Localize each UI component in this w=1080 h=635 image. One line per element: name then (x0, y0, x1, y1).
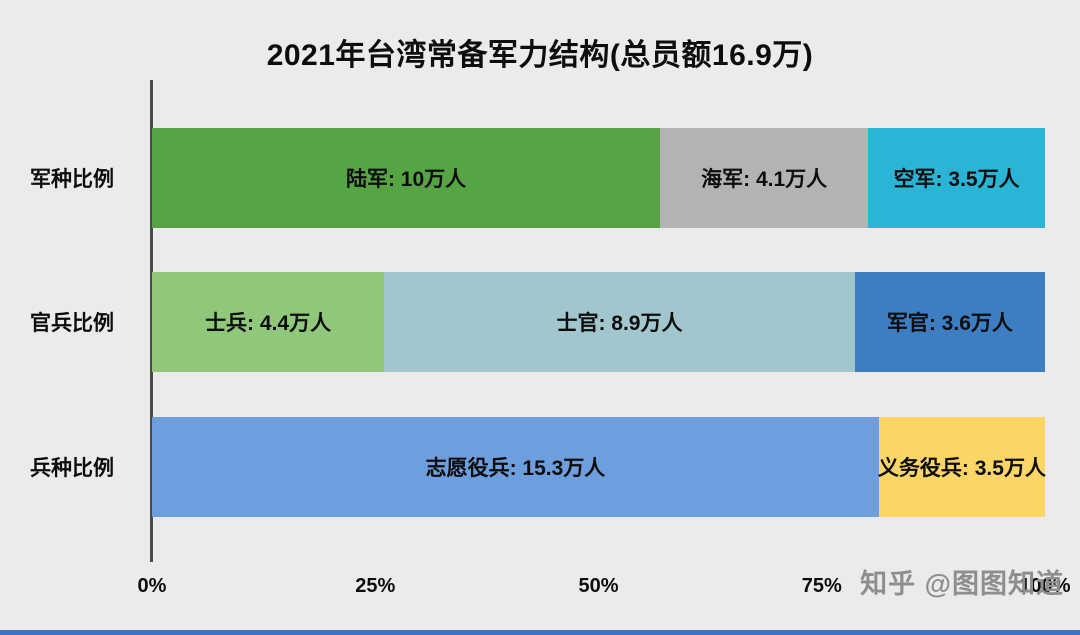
bar-row: 军种比例 陆军: 10万人 海军: 4.1万人 空军: 3.5万人 (30, 128, 1045, 228)
bar-segment: 海军: 4.1万人 (660, 128, 869, 228)
bar-segment: 军官: 3.6万人 (854, 272, 1045, 372)
category-label: 军种比例 (30, 168, 114, 191)
bar-row: 兵种比例 志愿役兵: 15.3万人 义务役兵: 3.5万人 (30, 417, 1046, 517)
segment-label: 士兵: 4.4万人 (205, 312, 332, 335)
bar-segment: 义务役兵: 3.5万人 (877, 417, 1046, 517)
segment-label: 空军: 3.5万人 (893, 168, 1020, 191)
bar-segment: 空军: 3.5万人 (868, 128, 1045, 228)
segment-label: 士官: 8.9万人 (556, 312, 683, 335)
x-tick-label: 75% (801, 575, 842, 597)
x-tick-label: 100% (1019, 575, 1071, 597)
x-tick-label: 25% (355, 575, 396, 597)
bar-segment: 士兵: 4.4万人 (152, 272, 385, 372)
plot-area: 军种比例 陆军: 10万人 海军: 4.1万人 空军: 3.5万人官兵比例 士兵: 4.… (30, 80, 1071, 597)
segment-label: 海军: 4.1万人 (701, 168, 828, 191)
category-label: 兵种比例 (30, 457, 114, 480)
category-label: 官兵比例 (30, 312, 114, 335)
bar-row: 官兵比例 士兵: 4.4万人 士官: 8.9万人 军官: 3.6万人 (30, 272, 1045, 372)
segment-label: 义务役兵: 3.5万人 (877, 457, 1046, 480)
segment-label: 军官: 3.6万人 (886, 312, 1013, 335)
chart-title: 2021年台湾常备军力结构(总员额16.9万) (266, 39, 814, 72)
bottom-strip (0, 630, 1080, 635)
bar-segment: 陆军: 10万人 (152, 128, 661, 228)
y-axis-line (150, 80, 153, 562)
x-tick-label: 50% (578, 575, 619, 597)
watermark: 知乎 @图图知道 (860, 569, 1064, 599)
bar-segment: 志愿役兵: 15.3万人 (152, 417, 879, 517)
x-tick-label: 0% (137, 575, 167, 597)
bar-segment: 士官: 8.9万人 (384, 272, 855, 372)
segment-label: 陆军: 10万人 (345, 168, 467, 191)
segment-label: 志愿役兵: 15.3万人 (425, 457, 606, 480)
